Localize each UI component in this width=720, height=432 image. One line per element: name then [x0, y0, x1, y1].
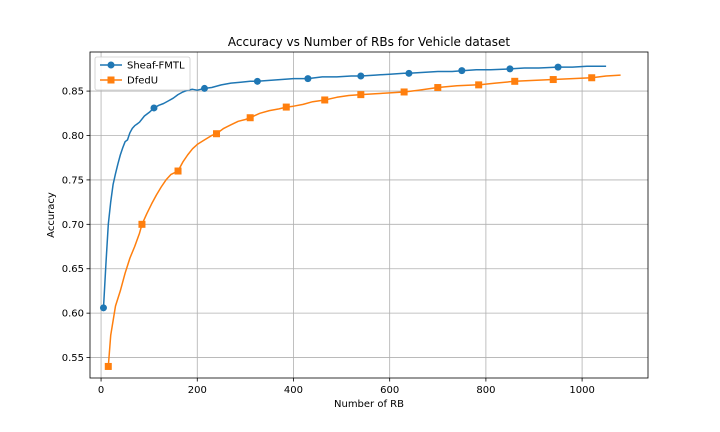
- data-point-sheaf-fmtl: [554, 63, 562, 71]
- series-line-sheaf-fmtl: [102, 65, 607, 308]
- plot-area: [89, 51, 649, 379]
- legend-label-dfedu: DfedU: [127, 76, 158, 87]
- y-tick-label: 0.80: [62, 131, 84, 142]
- legend: Sheaf-FMTL DfedU: [94, 56, 191, 91]
- data-point-dfedu: [282, 103, 290, 111]
- legend-marker-sheaf-fmtl: [107, 61, 115, 69]
- data-point-dfedu: [138, 220, 146, 228]
- x-tick-label: 200: [188, 385, 207, 396]
- data-point-dfedu: [357, 91, 365, 99]
- legend-marker-dfedu: [107, 76, 115, 84]
- y-tick-label: 0.75: [62, 175, 84, 186]
- y-tick-label: 0.60: [62, 309, 84, 320]
- data-point-dfedu: [213, 130, 221, 138]
- x-axis-label: Number of RB: [334, 399, 404, 410]
- x-tick-label: 800: [476, 385, 495, 396]
- y-axis-label: Accuracy: [46, 192, 57, 238]
- data-point-sheaf-fmtl: [357, 72, 365, 80]
- data-point-sheaf-fmtl: [405, 69, 413, 77]
- data-point-dfedu: [434, 84, 442, 92]
- legend-label-sheaf-fmtl: Sheaf-FMTL: [127, 61, 185, 72]
- y-tick-label: 0.55: [62, 353, 84, 364]
- y-tick-label: 0.70: [62, 220, 84, 231]
- data-point-sheaf-fmtl: [200, 84, 208, 92]
- data-point-dfedu: [475, 81, 483, 89]
- x-tick-label: 400: [284, 385, 303, 396]
- axis-ticks: 0 200 400 600 800 1000 0.55 0.60 0.65 0.70 0.75 0.8…: [62, 87, 595, 396]
- data-point-dfedu: [174, 167, 182, 175]
- data-point-dfedu: [104, 362, 112, 370]
- data-point-sheaf-fmtl: [253, 77, 261, 85]
- data-point-dfedu: [549, 76, 557, 84]
- data-point-sheaf-fmtl: [506, 65, 514, 73]
- data-point-sheaf-fmtl: [99, 304, 107, 312]
- data-point-dfedu: [511, 77, 519, 85]
- data-point-sheaf-fmtl: [304, 75, 312, 83]
- data-point-dfedu: [400, 88, 408, 96]
- data-point-sheaf-fmtl: [458, 67, 466, 75]
- y-tick-label: 0.65: [62, 264, 84, 275]
- x-tick-label: 600: [380, 385, 399, 396]
- y-tick-label: 0.85: [62, 87, 84, 98]
- data-point-dfedu: [321, 96, 329, 104]
- x-tick-label: 1000: [569, 385, 594, 396]
- series-layer: [99, 63, 621, 370]
- x-tick-label: 0: [98, 385, 104, 396]
- data-point-dfedu: [246, 114, 254, 122]
- data-point-sheaf-fmtl: [150, 104, 158, 112]
- chart-title: Accuracy vs Number of RBs for Vehicle da…: [228, 35, 511, 49]
- data-point-dfedu: [588, 74, 596, 82]
